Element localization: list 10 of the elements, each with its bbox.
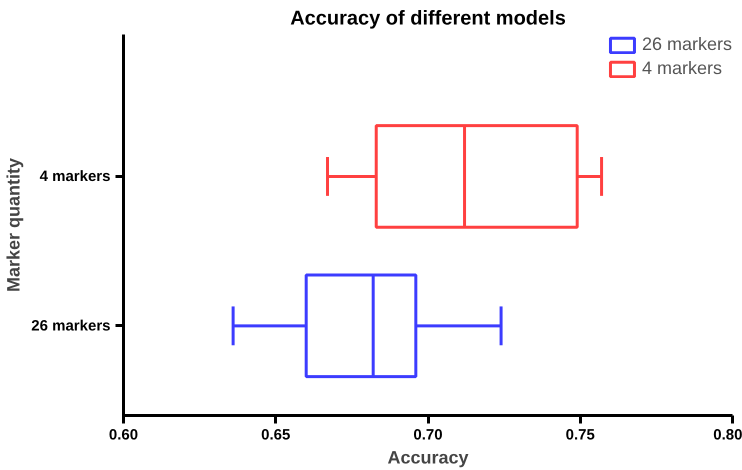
chart-title: Accuracy of different models: [290, 8, 566, 30]
x-tick-label: 0.80: [713, 426, 742, 444]
x-tick-label: 0.65: [261, 426, 290, 444]
legend-label: 26 markers: [642, 34, 732, 55]
x-tick-label: 0.75: [566, 426, 595, 444]
legend-label: 4 markers: [642, 58, 722, 79]
x-axis-title: Accuracy: [387, 448, 469, 468]
x-tick-label: 0.70: [413, 426, 443, 444]
y-axis-title: Marker quantity: [3, 158, 24, 292]
x-tick-label: 0.60: [108, 426, 138, 444]
